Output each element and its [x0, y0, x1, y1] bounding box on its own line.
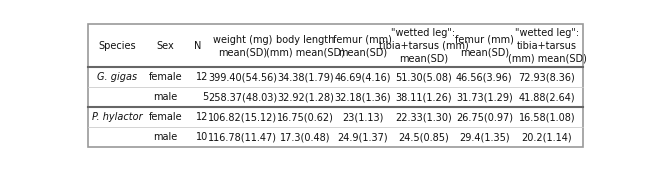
Text: weight (mg)
mean(SD): weight (mg) mean(SD) [213, 35, 272, 57]
Text: femur (mm)
mean(SD): femur (mm) mean(SD) [333, 35, 392, 57]
Text: 29.4(1.35): 29.4(1.35) [459, 132, 510, 142]
Text: 399.40(54.56): 399.40(54.56) [208, 72, 277, 82]
Text: 10: 10 [196, 132, 208, 142]
Text: 24.5(0.85): 24.5(0.85) [398, 132, 449, 142]
Text: 38.11(1.26): 38.11(1.26) [395, 92, 452, 102]
Text: 46.69(4.16): 46.69(4.16) [334, 72, 391, 82]
Text: 51.30(5.08): 51.30(5.08) [395, 72, 452, 82]
Text: 22.33(1.30): 22.33(1.30) [395, 112, 452, 122]
Text: 116.78(11.47): 116.78(11.47) [208, 132, 277, 142]
Text: "wetted leg":
tibia+tarsus (mm)
mean(SD): "wetted leg": tibia+tarsus (mm) mean(SD) [379, 28, 468, 63]
Text: 41.88(2.64): 41.88(2.64) [519, 92, 575, 102]
Text: 34.38(1.79): 34.38(1.79) [277, 72, 333, 82]
Text: 12: 12 [196, 72, 208, 82]
Text: body length
(mm) mean(SD): body length (mm) mean(SD) [266, 35, 345, 57]
Text: 20.2(1.14): 20.2(1.14) [522, 132, 572, 142]
Text: P. hylactor: P. hylactor [92, 112, 142, 122]
Text: 106.82(15.12): 106.82(15.12) [208, 112, 277, 122]
Text: 16.75(0.62): 16.75(0.62) [277, 112, 333, 122]
Text: 46.56(3.96): 46.56(3.96) [456, 72, 513, 82]
Text: Sex: Sex [157, 41, 174, 51]
Text: male: male [153, 92, 178, 102]
Text: 23(1.13): 23(1.13) [342, 112, 383, 122]
Text: male: male [153, 132, 178, 142]
Text: 12: 12 [196, 112, 208, 122]
Text: 32.92(1.28): 32.92(1.28) [277, 92, 333, 102]
Text: 26.75(0.97): 26.75(0.97) [456, 112, 513, 122]
Text: 72.93(8.36): 72.93(8.36) [519, 72, 576, 82]
Text: 258.37(48.03): 258.37(48.03) [208, 92, 277, 102]
Text: femur (mm)
mean(SD): femur (mm) mean(SD) [455, 35, 514, 57]
Text: female: female [149, 72, 182, 82]
Text: female: female [149, 112, 182, 122]
Text: 16.58(1.08): 16.58(1.08) [519, 112, 575, 122]
Text: 17.3(0.48): 17.3(0.48) [280, 132, 331, 142]
Text: 24.9(1.37): 24.9(1.37) [337, 132, 388, 142]
Text: "wetted leg":
tibia+tarsus
(mm) mean(SD): "wetted leg": tibia+tarsus (mm) mean(SD) [508, 28, 586, 63]
Text: G. gigas: G. gigas [97, 72, 137, 82]
Text: 31.73(1.29): 31.73(1.29) [456, 92, 513, 102]
Text: 5: 5 [202, 92, 208, 102]
Text: Species: Species [98, 41, 136, 51]
Text: N: N [194, 41, 202, 51]
Text: 32.18(1.36): 32.18(1.36) [334, 92, 391, 102]
